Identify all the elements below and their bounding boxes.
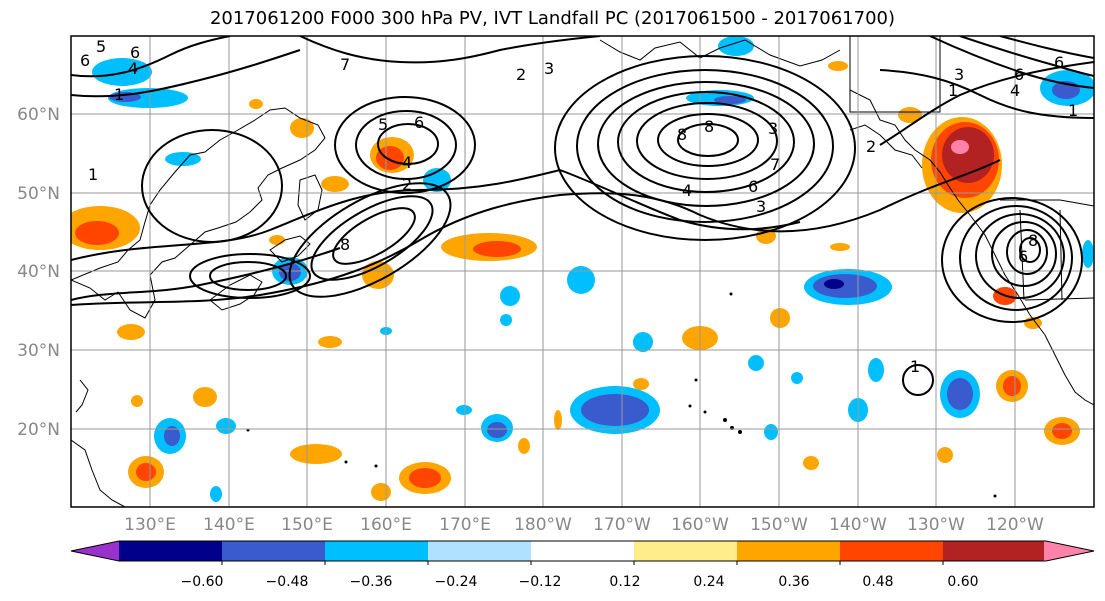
colorbar-tick-label: −0.48 xyxy=(266,574,309,590)
svg-text:1: 1 xyxy=(910,357,920,376)
lon-label: 140°E xyxy=(203,515,255,535)
svg-text:3: 3 xyxy=(756,197,766,216)
svg-text:1: 1 xyxy=(88,165,98,184)
svg-text:3: 3 xyxy=(544,59,554,78)
lat-label: 40°N xyxy=(17,262,60,282)
svg-text:6: 6 xyxy=(414,113,424,132)
longitude-labels: 130°E 140°E 150°E 160°E 170°E 180°W 170°… xyxy=(124,515,1044,535)
colorbar-tick-label: −0.36 xyxy=(350,574,393,590)
svg-text:7: 7 xyxy=(770,155,780,174)
colorbar-tick-label: −0.24 xyxy=(435,574,478,590)
colorbar-tick-label: 0.60 xyxy=(947,574,978,590)
lon-label: 130°E xyxy=(124,515,176,535)
colorbar-tick-labels: −0.60 −0.48 −0.36 −0.24 −0.12 0.12 0.24 … xyxy=(181,574,979,590)
svg-text:8: 8 xyxy=(340,235,350,254)
lon-label: 170°E xyxy=(439,515,491,535)
colorbar-outline xyxy=(70,540,1095,562)
map-frame xyxy=(70,35,1095,508)
svg-text:4: 4 xyxy=(402,153,412,172)
svg-text:1: 1 xyxy=(1068,101,1078,120)
svg-text:6: 6 xyxy=(748,177,758,196)
lon-label: 130°W xyxy=(907,515,965,535)
svg-text:2: 2 xyxy=(516,65,526,84)
svg-text:6: 6 xyxy=(130,43,140,62)
svg-text:8: 8 xyxy=(704,117,714,136)
colorbar-segment xyxy=(428,541,532,561)
pv-contours xyxy=(71,36,1094,396)
lon-label: 140°W xyxy=(829,515,887,535)
colorbar-segment xyxy=(840,541,944,561)
colorbar-segment xyxy=(222,541,326,561)
colorbar-extend-low xyxy=(71,541,121,561)
lon-label: 120°W xyxy=(986,515,1044,535)
svg-text:7: 7 xyxy=(340,55,350,74)
svg-text:6: 6 xyxy=(1014,65,1024,84)
svg-text:3: 3 xyxy=(768,119,778,138)
negative-anomaly-shading xyxy=(92,36,1094,502)
colorbar-tick-label: 0.12 xyxy=(609,574,640,590)
svg-text:5: 5 xyxy=(96,37,106,56)
lat-label: 20°N xyxy=(17,420,60,440)
svg-text:5: 5 xyxy=(378,115,388,134)
colorbar-segment xyxy=(737,541,841,561)
svg-text:3: 3 xyxy=(954,65,964,84)
svg-text:2: 2 xyxy=(402,175,412,194)
lon-label: 180°W xyxy=(514,515,572,535)
lon-label: 160°W xyxy=(671,515,729,535)
lon-label: 150°E xyxy=(281,515,333,535)
lon-label: 160°E xyxy=(360,515,412,535)
lat-label: 30°N xyxy=(17,341,60,361)
map-title: 2017061200 F000 300 hPa PV, IVT Landfall… xyxy=(209,8,896,29)
colorbar xyxy=(70,540,1095,565)
islands xyxy=(246,292,997,498)
colorbar-segment xyxy=(634,541,738,561)
colorbar-tick-label: −0.12 xyxy=(519,574,562,590)
colorbar-segment xyxy=(531,541,635,561)
svg-text:4: 4 xyxy=(1010,81,1020,100)
lon-label: 150°W xyxy=(750,515,808,535)
colorbar-segment xyxy=(325,541,429,561)
svg-text:6: 6 xyxy=(80,51,90,70)
svg-text:4: 4 xyxy=(128,59,138,78)
colorbar-extend-high xyxy=(1044,541,1094,561)
colorbar-tick-label: 0.36 xyxy=(778,574,809,590)
contour-labels: 5 6 4 1 7 2 3 8 5 4 2 6 8 7 6 4 3 2 1 6 … xyxy=(80,37,1078,376)
lat-label: 60°N xyxy=(17,105,60,125)
colorbar-segment xyxy=(943,541,1047,561)
svg-text:8: 8 xyxy=(1028,231,1038,250)
svg-text:4: 4 xyxy=(682,181,692,200)
colorbar-segment xyxy=(119,541,223,561)
svg-text:1: 1 xyxy=(948,81,958,100)
svg-text:1: 1 xyxy=(114,85,124,104)
lon-label: 170°W xyxy=(593,515,651,535)
colorbar-tick-label: −0.60 xyxy=(181,574,224,590)
svg-text:2: 2 xyxy=(866,137,876,156)
svg-text:6: 6 xyxy=(1054,53,1064,72)
lat-label: 50°N xyxy=(17,184,60,204)
svg-text:8: 8 xyxy=(677,125,687,144)
colorbar-tick-label: 0.24 xyxy=(693,574,724,590)
colorbar-tick-label: 0.48 xyxy=(862,574,893,590)
svg-text:6: 6 xyxy=(1018,247,1028,266)
latitude-labels: 60°N 50°N 40°N 30°N 20°N xyxy=(17,105,60,440)
